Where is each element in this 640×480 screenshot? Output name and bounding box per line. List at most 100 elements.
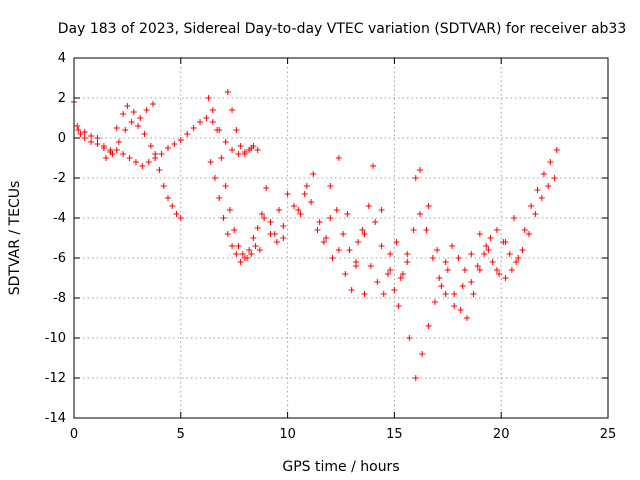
data-point bbox=[316, 219, 323, 225]
x-tick-label: 10 bbox=[279, 427, 296, 442]
data-point bbox=[280, 235, 287, 241]
data-point bbox=[209, 107, 216, 113]
data-point bbox=[113, 147, 120, 153]
data-point bbox=[256, 247, 263, 253]
data-point bbox=[109, 151, 116, 157]
data-point bbox=[417, 167, 424, 173]
data-point bbox=[464, 315, 471, 321]
data-point bbox=[143, 107, 150, 113]
data-point bbox=[169, 203, 176, 209]
data-point bbox=[412, 175, 419, 181]
data-point bbox=[273, 239, 280, 245]
data-point bbox=[434, 247, 441, 253]
data-point bbox=[359, 227, 366, 233]
data-point bbox=[470, 291, 477, 297]
data-point bbox=[493, 267, 500, 273]
data-point bbox=[248, 251, 255, 257]
data-point bbox=[508, 267, 515, 273]
data-point bbox=[481, 251, 488, 257]
data-point bbox=[150, 101, 157, 107]
data-point bbox=[329, 255, 336, 261]
data-point bbox=[254, 225, 261, 231]
data-point bbox=[203, 115, 210, 121]
data-point bbox=[261, 215, 268, 221]
data-point bbox=[489, 259, 496, 265]
x-tick-label: 0 bbox=[70, 427, 78, 442]
data-point bbox=[468, 251, 475, 257]
data-point bbox=[276, 207, 283, 213]
x-tick-label: 15 bbox=[386, 427, 403, 442]
data-point bbox=[361, 231, 368, 237]
data-points bbox=[71, 89, 560, 381]
data-point bbox=[528, 203, 535, 209]
chart-title: Day 183 of 2023, Sidereal Day-to-day VTE… bbox=[58, 21, 627, 37]
data-point bbox=[438, 283, 445, 289]
data-point bbox=[425, 323, 432, 329]
data-point bbox=[410, 227, 417, 233]
data-point bbox=[160, 183, 167, 189]
y-tick-labels: -14 -12 -10 -8 -6 -4 -2 0 2 4 bbox=[45, 51, 66, 426]
data-point bbox=[393, 239, 400, 245]
data-point bbox=[442, 259, 449, 265]
y-tick-label: 4 bbox=[58, 51, 66, 66]
data-point bbox=[327, 183, 334, 189]
data-point bbox=[521, 227, 528, 233]
data-point bbox=[412, 375, 419, 381]
data-point bbox=[547, 159, 554, 165]
data-point bbox=[449, 243, 456, 249]
data-point bbox=[374, 279, 381, 285]
data-point bbox=[252, 243, 259, 249]
data-point bbox=[139, 163, 146, 169]
data-point bbox=[231, 227, 238, 233]
data-point bbox=[81, 135, 88, 141]
data-point bbox=[301, 191, 308, 197]
data-point bbox=[483, 243, 490, 249]
data-point bbox=[94, 135, 101, 141]
data-point bbox=[532, 211, 539, 217]
data-point bbox=[246, 247, 253, 253]
data-point bbox=[502, 275, 509, 281]
data-point bbox=[303, 183, 310, 189]
data-point bbox=[431, 299, 438, 305]
data-point bbox=[493, 227, 500, 233]
data-point bbox=[107, 147, 114, 153]
data-point bbox=[211, 175, 218, 181]
data-point bbox=[207, 159, 214, 165]
data-point bbox=[216, 195, 223, 201]
data-point bbox=[237, 259, 244, 265]
data-point bbox=[496, 271, 503, 277]
data-point bbox=[545, 183, 552, 189]
data-point bbox=[229, 243, 236, 249]
data-point bbox=[190, 125, 197, 131]
y-tick-label: -8 bbox=[53, 291, 66, 306]
data-point bbox=[241, 151, 248, 157]
data-point bbox=[239, 251, 246, 257]
data-point bbox=[436, 275, 443, 281]
data-point bbox=[254, 147, 261, 153]
data-point bbox=[75, 127, 82, 133]
data-point bbox=[551, 175, 558, 181]
data-point bbox=[77, 131, 84, 137]
data-point bbox=[348, 287, 355, 293]
data-point bbox=[419, 351, 426, 357]
data-point bbox=[534, 187, 541, 193]
plot-frame bbox=[73, 57, 609, 419]
x-tick-label: 5 bbox=[177, 427, 185, 442]
data-point bbox=[120, 151, 127, 157]
data-point bbox=[297, 211, 304, 217]
data-point bbox=[506, 251, 513, 257]
data-point bbox=[355, 239, 362, 245]
axis-ticks bbox=[73, 57, 609, 419]
data-point bbox=[404, 259, 411, 265]
data-point bbox=[352, 259, 359, 265]
data-point bbox=[476, 267, 483, 273]
data-point bbox=[237, 143, 244, 149]
data-point bbox=[88, 139, 95, 145]
data-point bbox=[250, 235, 257, 241]
data-point bbox=[229, 107, 236, 113]
data-point bbox=[391, 287, 398, 293]
data-point bbox=[344, 211, 351, 217]
data-point bbox=[340, 231, 347, 237]
data-point bbox=[235, 243, 242, 249]
